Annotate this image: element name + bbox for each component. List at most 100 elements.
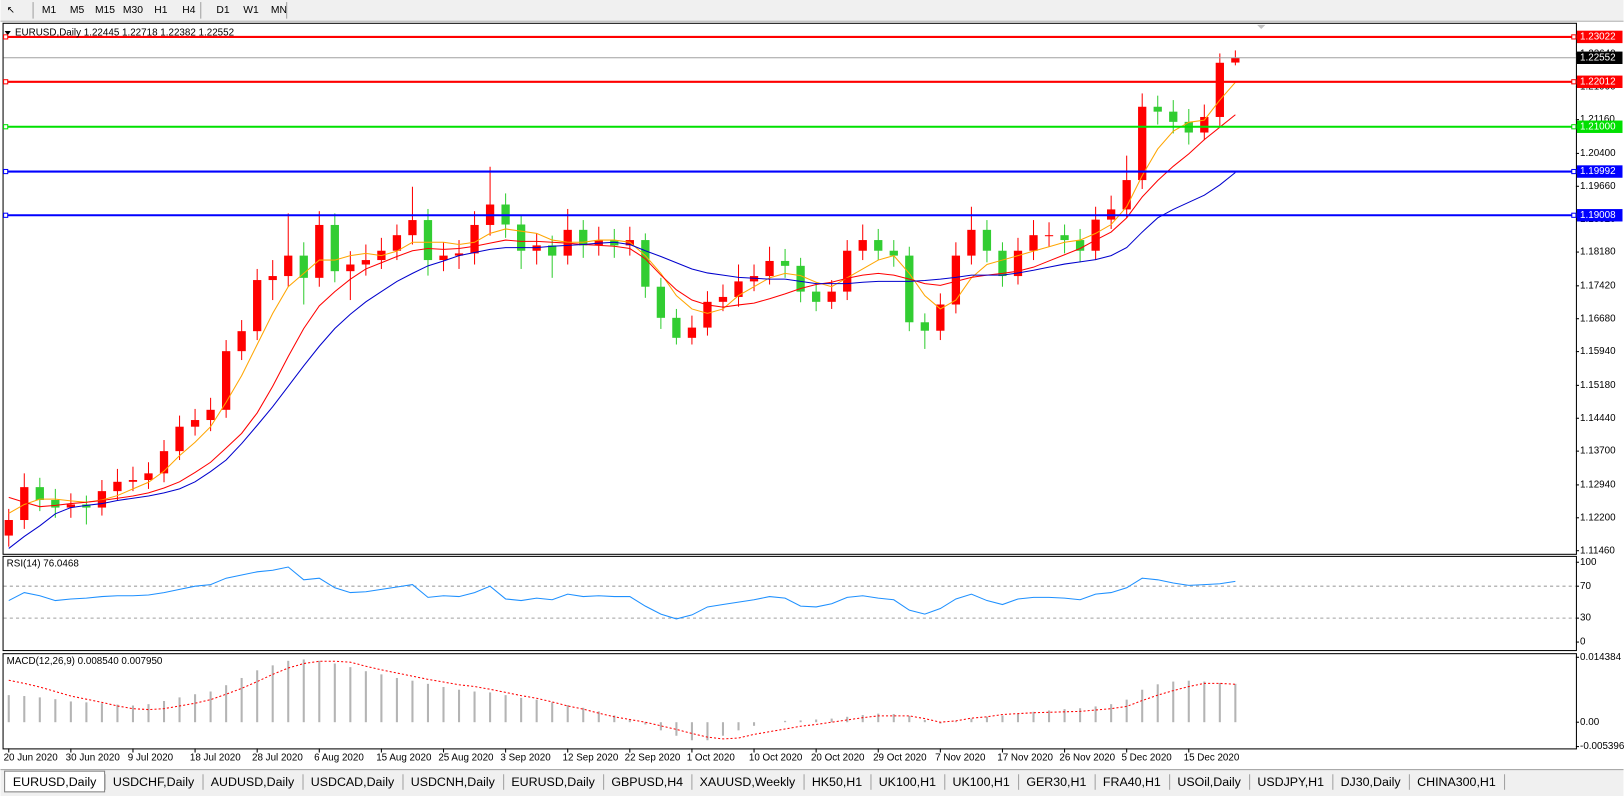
symbol-tab[interactable]: AUDUSD,Daily: [203, 771, 304, 792]
level-handle: [1571, 168, 1577, 175]
candle-body: [827, 291, 836, 302]
candle-body: [951, 255, 961, 305]
symbol-tab[interactable]: USDCHF,Daily: [105, 771, 204, 792]
symbol-tab[interactable]: GBPUSD,H4: [603, 771, 693, 792]
timeframe-label: M1: [42, 5, 57, 16]
timeframe-label: H1: [154, 5, 167, 16]
moving-average: [8, 114, 1236, 508]
y-tick-label: 30: [1580, 613, 1591, 624]
candle-body: [998, 250, 1007, 277]
level-handle: [3, 79, 9, 85]
x-tick-label: 12 Sep 2020: [563, 752, 619, 763]
level-handle: [1571, 34, 1577, 40]
candle-body: [579, 229, 588, 246]
candle-body: [1122, 180, 1131, 210]
indicator-line: [8, 566, 1236, 620]
timeframe-button[interactable]: D1: [216, 5, 229, 16]
y-tick-label: 0.00: [1580, 717, 1600, 728]
x-tick-label: 25 Aug 2020: [438, 752, 494, 763]
level-label-box: [1576, 75, 1623, 88]
toolbar-icon: ↖: [7, 5, 15, 16]
symbol-tab[interactable]: XAUUSD,Weekly: [691, 771, 805, 792]
candle-body: [330, 224, 339, 272]
tab-label: HK50,H1: [812, 775, 862, 789]
x-tick-label: 5 Dec 2020: [1121, 752, 1172, 763]
candle-body: [1215, 62, 1224, 117]
timeframe-button[interactable]: M15: [95, 5, 115, 16]
level-label-box: [1576, 120, 1623, 133]
timeframe-button[interactable]: MN: [271, 5, 287, 16]
level-handle: [1571, 79, 1577, 85]
candle-body: [734, 281, 743, 297]
y-tick-label: 0.014384: [1580, 652, 1622, 663]
indicator-title: RSI(14) 76.0468: [7, 559, 80, 570]
symbol-tab[interactable]: USDCNH,Daily: [402, 771, 505, 792]
candle-body: [812, 291, 821, 302]
y-tick-label: 70: [1580, 581, 1591, 592]
tab-bar: [0, 769, 1624, 796]
candle-body: [796, 265, 805, 292]
symbol-tab[interactable]: FRA40,H1: [1095, 771, 1171, 792]
symbol-tab[interactable]: UK100,H1: [870, 771, 946, 792]
y-tick-label: 1.21160: [1580, 114, 1615, 125]
tab-label: GER30,H1: [1026, 775, 1086, 789]
timeframe-button[interactable]: H4: [182, 5, 195, 16]
x-tick-label: 15 Aug 2020: [376, 752, 432, 763]
candle-body: [1013, 250, 1023, 277]
symbol-tab[interactable]: USDJPY,H1: [1249, 771, 1334, 792]
timeframe-button[interactable]: W1: [243, 5, 259, 16]
x-tick-label: 3 Sep 2020: [500, 752, 551, 763]
symbol-tab[interactable]: USDCAD,Daily: [302, 771, 404, 792]
tab-label: USDCHF,Daily: [113, 775, 195, 789]
y-tick-label: 1.15940: [1580, 346, 1616, 357]
timeframe-buttons: M1 M5 M15 M30 H1 H4 D1 W1 MN: [42, 5, 287, 16]
candle-body: [656, 286, 666, 318]
level-label: 1.23022: [1580, 31, 1616, 42]
level-handle: [3, 212, 9, 218]
candle-body: [1060, 235, 1069, 241]
symbol-tab[interactable]: HK50,H1: [804, 771, 872, 792]
candle-body: [1231, 57, 1240, 63]
candle-body: [982, 229, 992, 251]
timeframe-label: M30: [123, 5, 143, 16]
x-tick-label: 26 Nov 2020: [1059, 752, 1115, 763]
x-tick-label: 15 Dec 2020: [1184, 752, 1240, 763]
y-tick-label: 1.12940: [1580, 480, 1616, 491]
candle-body: [206, 409, 215, 421]
level-handle: [3, 168, 9, 175]
candle-body: [936, 304, 945, 331]
symbol-tab[interactable]: DJ30,Daily: [1332, 771, 1410, 792]
candle-body: [97, 491, 107, 508]
candle-body: [237, 331, 246, 352]
bid-label-box: [1576, 51, 1623, 64]
timeframe-button[interactable]: M1: [42, 5, 57, 16]
x-tick-label: 29 Oct 2020: [873, 752, 927, 763]
symbol-tab[interactable]: CHINA300,H1: [1409, 771, 1506, 792]
symbol-tab[interactable]: GER30,H1: [1018, 771, 1096, 792]
symbol-tab[interactable]: EURUSD,Daily: [4, 770, 106, 793]
main-panel-border: [2, 22, 1577, 555]
timeframe-button[interactable]: M30: [123, 5, 143, 16]
candle-body: [299, 255, 308, 278]
candle-body: [4, 520, 13, 536]
candle-body: [920, 322, 929, 331]
toolbar: [0, 0, 1624, 21]
y-tick-label: 100: [1580, 557, 1597, 568]
candle-body: [765, 260, 774, 277]
y-tick-label: 1.14440: [1580, 413, 1616, 424]
candle-body: [843, 250, 852, 292]
timeframe-button[interactable]: M5: [70, 5, 85, 16]
timeframe-button[interactable]: H1: [154, 5, 167, 16]
candle-body: [858, 240, 867, 251]
symbol-tab[interactable]: EURUSD,Daily: [503, 771, 605, 792]
candle-body: [1169, 111, 1178, 122]
y-tick-label: 1.12200: [1580, 512, 1616, 523]
tab-label: FRA40,H1: [1103, 775, 1161, 789]
symbol-tab[interactable]: USOil,Daily: [1169, 771, 1251, 792]
symbol-tab[interactable]: UK100,H1: [944, 771, 1020, 792]
candle-body: [1075, 240, 1085, 251]
candle-body: [408, 220, 417, 236]
shift-marker: [1257, 24, 1266, 29]
level-handle: [1571, 212, 1577, 218]
candle-body: [284, 255, 293, 277]
